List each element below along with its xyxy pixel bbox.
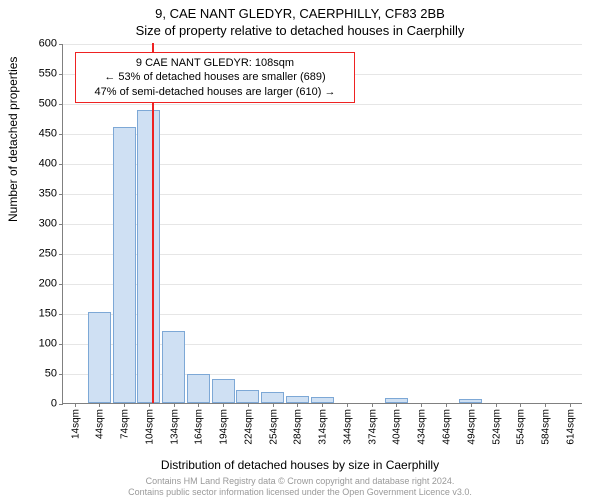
- x-tick-label: 464sqm: [439, 409, 452, 445]
- x-tick-label: 134sqm: [167, 409, 180, 445]
- x-tick-label: 374sqm: [365, 409, 378, 445]
- bar: [212, 379, 235, 403]
- x-tick-label: 554sqm: [514, 409, 527, 445]
- bar: [88, 312, 111, 403]
- x-tick-mark: [149, 403, 150, 407]
- x-tick-label: 194sqm: [217, 409, 230, 445]
- x-tick-mark: [198, 403, 199, 407]
- x-tick-mark: [421, 403, 422, 407]
- x-tick-mark: [372, 403, 373, 407]
- gridline: [63, 44, 582, 45]
- x-tick-mark: [347, 403, 348, 407]
- x-tick-mark: [75, 403, 76, 407]
- y-tick-label: 350: [23, 189, 63, 200]
- x-tick-mark: [496, 403, 497, 407]
- x-tick-mark: [396, 403, 397, 407]
- y-axis-label: Number of detached properties: [6, 57, 20, 222]
- x-tick-label: 524sqm: [489, 409, 502, 445]
- x-tick-mark: [273, 403, 274, 407]
- x-tick-mark: [570, 403, 571, 407]
- x-tick-mark: [124, 403, 125, 407]
- y-tick-label: 250: [23, 249, 63, 260]
- x-tick-label: 614sqm: [563, 409, 576, 445]
- title-sub: Size of property relative to detached ho…: [0, 21, 600, 38]
- bar: [261, 392, 284, 403]
- bar: [187, 374, 210, 403]
- y-tick-label: 200: [23, 279, 63, 290]
- y-tick-label: 50: [23, 369, 63, 380]
- x-tick-mark: [99, 403, 100, 407]
- y-tick-label: 400: [23, 159, 63, 170]
- x-tick-mark: [322, 403, 323, 407]
- x-tick-label: 314sqm: [316, 409, 329, 445]
- x-tick-label: 494sqm: [464, 409, 477, 445]
- x-tick-mark: [223, 403, 224, 407]
- x-tick-label: 434sqm: [415, 409, 428, 445]
- bar: [236, 390, 259, 403]
- y-tick-label: 450: [23, 129, 63, 140]
- chart-container: 9, CAE NANT GLEDYR, CAERPHILLY, CF83 2BB…: [0, 0, 600, 500]
- x-tick-label: 284sqm: [291, 409, 304, 445]
- x-tick-label: 404sqm: [390, 409, 403, 445]
- x-tick-label: 224sqm: [241, 409, 254, 445]
- x-tick-mark: [520, 403, 521, 407]
- y-tick-label: 500: [23, 99, 63, 110]
- annotation-line2: ← 53% of detached houses are smaller (68…: [82, 70, 348, 84]
- x-tick-mark: [446, 403, 447, 407]
- x-tick-label: 74sqm: [118, 409, 131, 439]
- annotation-line3: 47% of semi-detached houses are larger (…: [82, 85, 348, 99]
- plot-area: 05010015020025030035040045050055060014sq…: [62, 44, 582, 404]
- annotation-line1: 9 CAE NANT GLEDYR: 108sqm: [82, 56, 348, 70]
- annotation-box: 9 CAE NANT GLEDYR: 108sqm ← 53% of detac…: [75, 52, 355, 103]
- x-tick-label: 14sqm: [68, 409, 81, 439]
- x-tick-label: 254sqm: [266, 409, 279, 445]
- bar: [113, 127, 136, 403]
- y-tick-label: 600: [23, 39, 63, 50]
- x-tick-mark: [174, 403, 175, 407]
- x-tick-mark: [545, 403, 546, 407]
- gridline: [63, 104, 582, 105]
- footer-line2: Contains public sector information licen…: [0, 487, 600, 498]
- y-tick-label: 300: [23, 219, 63, 230]
- y-tick-label: 100: [23, 339, 63, 350]
- bar: [137, 110, 160, 403]
- x-tick-mark: [297, 403, 298, 407]
- y-tick-label: 550: [23, 69, 63, 80]
- y-tick-label: 0: [23, 399, 63, 410]
- y-tick-label: 150: [23, 309, 63, 320]
- bar: [286, 396, 309, 403]
- x-tick-mark: [471, 403, 472, 407]
- footer-line1: Contains HM Land Registry data © Crown c…: [0, 476, 600, 487]
- x-tick-mark: [248, 403, 249, 407]
- x-tick-label: 344sqm: [340, 409, 353, 445]
- footer-attribution: Contains HM Land Registry data © Crown c…: [0, 476, 600, 498]
- x-tick-label: 104sqm: [142, 409, 155, 445]
- x-tick-label: 164sqm: [192, 409, 205, 445]
- x-axis-label: Distribution of detached houses by size …: [0, 458, 600, 472]
- bar: [162, 331, 185, 403]
- x-tick-label: 44sqm: [93, 409, 106, 439]
- title-main: 9, CAE NANT GLEDYR, CAERPHILLY, CF83 2BB: [0, 0, 600, 21]
- x-tick-label: 584sqm: [539, 409, 552, 445]
